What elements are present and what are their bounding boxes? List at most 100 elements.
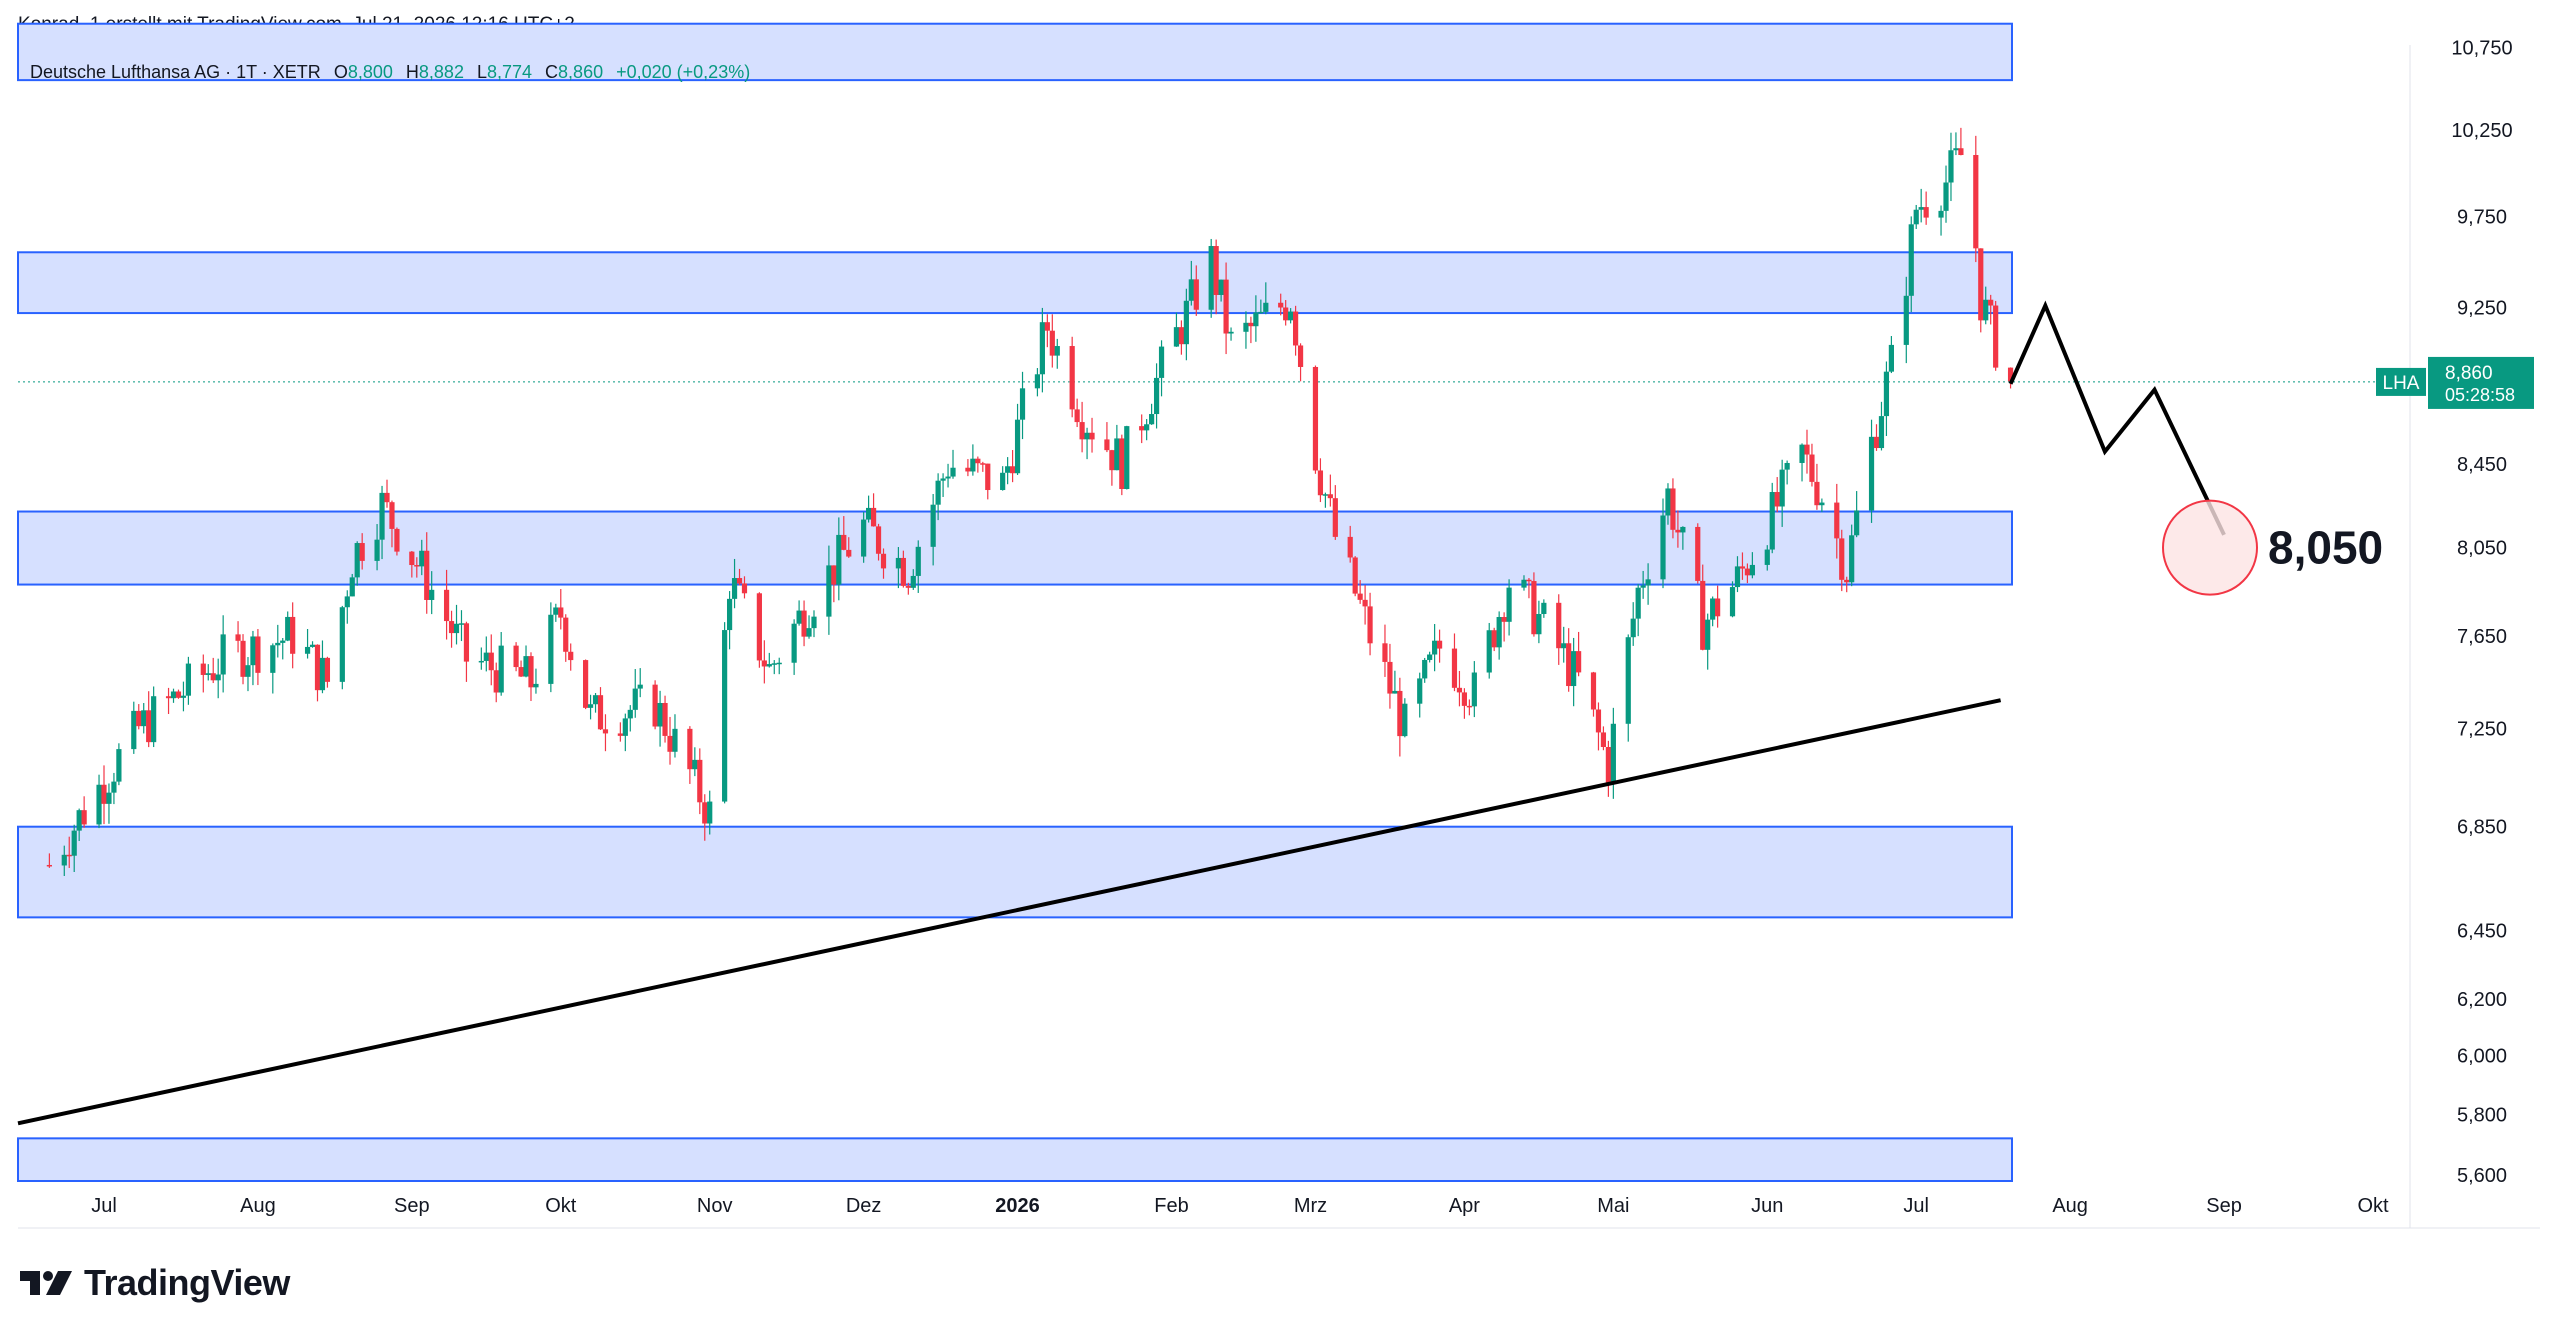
candle-down xyxy=(1531,581,1537,635)
candle-up xyxy=(1034,374,1041,389)
time-tick-label: Okt xyxy=(545,1195,577,1217)
candle-down xyxy=(1600,732,1607,747)
candle-down xyxy=(662,702,668,736)
time-tick-label: Aug xyxy=(240,1195,276,1217)
price-tick-label: 6,000 xyxy=(2457,1046,2507,1068)
support-resistance-zone-2[interactable] xyxy=(17,251,2013,315)
candle-down xyxy=(1605,746,1611,784)
price-tick-label: 10,750 xyxy=(2451,38,2512,60)
candle-up xyxy=(379,492,385,540)
time-axis: Jul Aug Sep Okt Nov Dez 2026 Feb Mrz Apr Mai Jun Jul… xyxy=(91,1195,2389,1217)
candle-up xyxy=(1124,426,1130,489)
candle-up xyxy=(1630,618,1636,638)
price-tag-value: 8,860 xyxy=(2445,363,2493,384)
candle-up xyxy=(1000,472,1006,491)
candle-up xyxy=(1054,346,1060,356)
time-tick-label: Sep xyxy=(2206,1195,2242,1217)
price-tick-label: 6,850 xyxy=(2457,817,2507,839)
candle-up xyxy=(250,636,256,666)
support-resistance-zone-3[interactable] xyxy=(17,510,2013,586)
candle-down xyxy=(488,652,494,671)
candle-down xyxy=(1089,432,1095,440)
candle-up xyxy=(1571,651,1577,687)
tradingview-logo[interactable]: TradingView xyxy=(18,1262,290,1304)
candle-down xyxy=(558,607,564,618)
candle-down xyxy=(1352,557,1358,594)
candle-up xyxy=(1392,690,1398,694)
candle-down xyxy=(424,550,430,600)
candle-up xyxy=(1188,279,1194,301)
candle-up xyxy=(940,478,946,481)
candle-down xyxy=(652,684,658,727)
candle-up xyxy=(1084,432,1090,440)
target-label: 8,050 xyxy=(2268,522,2383,574)
candle-up xyxy=(141,710,147,727)
candle-up xyxy=(915,546,921,576)
candle-down xyxy=(900,557,906,586)
candle-down xyxy=(1069,346,1075,410)
candle-up xyxy=(309,644,316,647)
candle-up xyxy=(151,696,157,743)
candle-up xyxy=(245,665,251,677)
candle-down xyxy=(1387,661,1393,694)
support-resistance-zone-1[interactable] xyxy=(17,22,2013,82)
candle-up xyxy=(1799,444,1805,463)
price-tag-ticker-bg xyxy=(2376,367,2426,396)
candle-up xyxy=(1888,344,1894,372)
candle-up xyxy=(533,683,539,688)
candle-down xyxy=(146,710,152,743)
candle-up xyxy=(1729,587,1736,617)
candle-up xyxy=(826,565,832,617)
candle-up xyxy=(1014,419,1021,474)
candle-down xyxy=(702,802,708,824)
candle-up xyxy=(116,749,122,782)
candle-up xyxy=(1144,424,1150,431)
candle-down xyxy=(66,854,72,857)
projection-path[interactable] xyxy=(2008,300,2226,536)
support-resistance-zone-5[interactable] xyxy=(17,1137,2013,1182)
candle-down xyxy=(1993,305,1999,368)
candle-up xyxy=(523,656,529,677)
candle-down xyxy=(463,623,470,662)
candle-up xyxy=(1158,346,1165,378)
candle-up xyxy=(627,709,633,719)
candle-down xyxy=(175,691,182,698)
trendline[interactable] xyxy=(17,698,2002,1126)
candle-down xyxy=(583,660,589,708)
candle-up xyxy=(1660,515,1666,580)
price-tag-countdown: 05:28:58 xyxy=(2445,385,2515,405)
symbol-legend[interactable]: Deutsche Lufthansa AG · 1T · XETR O8,800… xyxy=(30,62,750,83)
target-annotation[interactable]: 8,050 xyxy=(2162,499,2383,596)
candle-up xyxy=(1680,526,1686,533)
candle-up xyxy=(1983,299,1989,321)
support-resistance-zone-4[interactable] xyxy=(17,825,2013,919)
candle-down xyxy=(359,543,365,561)
candle-down xyxy=(875,526,882,554)
price-tick-label: 10,250 xyxy=(2451,120,2512,142)
candle-down xyxy=(1774,492,1780,507)
price-tag[interactable]: LHA 8,860 05:28:58 xyxy=(2376,356,2534,409)
candle-up xyxy=(483,652,489,661)
candle-down xyxy=(255,636,261,673)
time-tick-label: Sep xyxy=(394,1195,430,1217)
candle-up xyxy=(374,539,380,561)
candle-down xyxy=(1327,494,1333,499)
candle-down xyxy=(1104,439,1110,451)
candle-down xyxy=(1382,643,1388,662)
candle-up xyxy=(1506,587,1512,622)
candle-down xyxy=(602,729,609,734)
candle-down xyxy=(1347,536,1353,558)
candle-up xyxy=(180,695,187,698)
candle-up xyxy=(1263,302,1269,312)
candle-up xyxy=(1253,312,1259,327)
candle-up xyxy=(1749,564,1755,576)
candle-down xyxy=(513,645,519,668)
candle-up xyxy=(215,674,221,681)
candle-up xyxy=(1536,613,1542,635)
candle-down xyxy=(736,578,743,584)
price-tick-label: 5,800 xyxy=(2457,1104,2507,1126)
candle-up xyxy=(771,663,777,665)
candle-down xyxy=(687,728,693,770)
